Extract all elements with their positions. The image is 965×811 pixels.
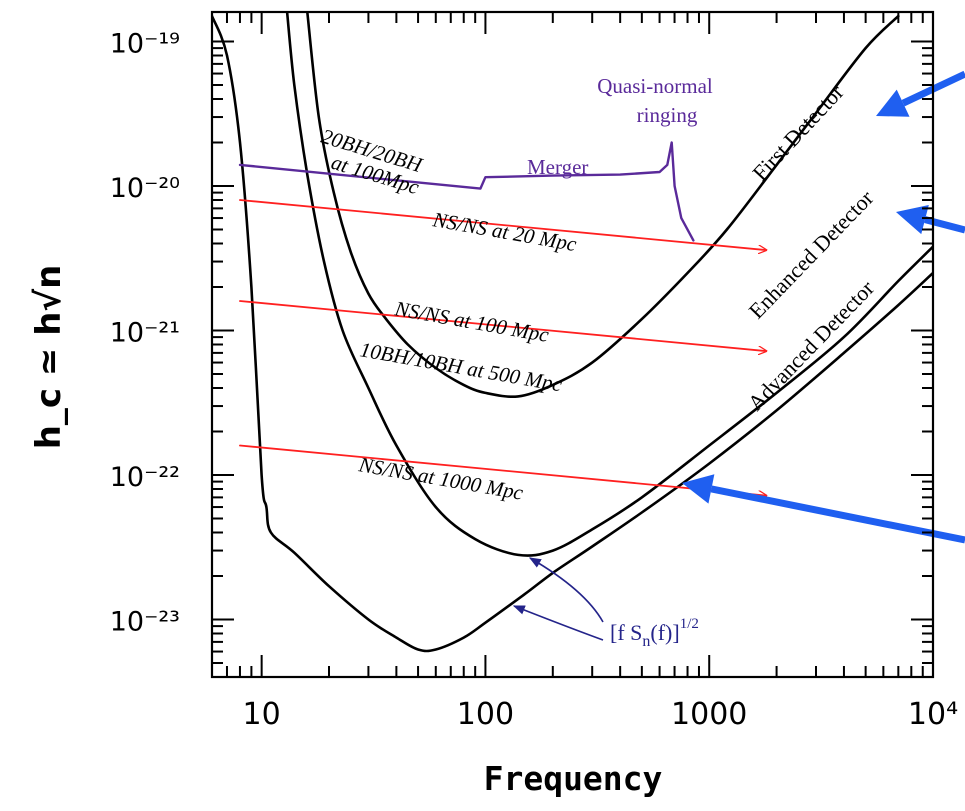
series-ns-ns-at-1000-mpc: [239, 444, 766, 496]
pointer-advanced-detector: [682, 474, 965, 544]
merger-label: Merger: [527, 155, 588, 179]
nsns-1000-label: NS/NS at 1000 Mpc: [356, 452, 526, 505]
y-tick-label: 10⁻²²: [110, 462, 180, 493]
formula-arrow-advanced: [512, 605, 604, 641]
sn-formula-sup: 1/2: [680, 616, 699, 632]
y-axis-label: h_c ≃ h√n: [29, 265, 69, 450]
sn-formula: [f Sn(f)]1/2: [610, 616, 699, 650]
pointer-enhanced-detector-head: [896, 205, 929, 235]
sn-formula-sub: n: [642, 633, 650, 650]
pointer-first-detector: [876, 70, 965, 117]
series-ns-ns-at-100-mpc: [239, 300, 766, 351]
axes: 10 100 1000 10⁴ 10⁻¹⁹ 10⁻²⁰ 10⁻²¹ 10⁻²² 10⁻²³: [110, 10, 958, 732]
x-tick-label: 1000: [671, 697, 747, 732]
pointer-enhanced-detector-shaft: [924, 216, 965, 234]
y-tick-label: 10⁻²¹: [110, 317, 180, 348]
pointer-advanced-detector-shaft: [710, 485, 965, 544]
formula-arrow-enhanced: [528, 557, 604, 623]
x-tick-label: 10⁴: [908, 697, 958, 732]
x-tick-label: 100: [457, 697, 514, 732]
bh10-label: 10BH/10BH at 500 Mpc: [358, 337, 564, 396]
annotation-arrows: [512, 70, 965, 641]
pointer-first-detector-head: [876, 89, 910, 117]
series-advanced-detector: [212, 14, 933, 653]
quasi-normal-label-line1: Quasi-normal: [597, 74, 713, 98]
first-detector-label: First Detector: [747, 79, 849, 185]
y-tick-label: 10⁻²⁰: [110, 173, 180, 204]
series-20bh-20bh-at-100mpc: [238, 141, 695, 242]
nsns-20-label: NS/NS at 20 Mpc: [430, 207, 579, 256]
pointer-enhanced-detector: [896, 205, 965, 235]
series-enhanced-detector: [285, 12, 933, 557]
y-tick-label: 10⁻¹⁹: [110, 28, 180, 59]
x-tick-label: 10: [243, 697, 281, 732]
y-tick-label: 10⁻²³: [110, 606, 180, 637]
series-first-detector: [306, 12, 900, 399]
sn-formula-mid: (f)]: [650, 620, 679, 645]
x-axis-label: Frequency: [484, 759, 663, 798]
series-layer: [212, 12, 933, 653]
quasi-normal-label-line2: ringing: [637, 103, 698, 127]
pointer-advanced-detector-head: [682, 474, 715, 504]
sn-formula-prefix: [f S: [610, 620, 642, 645]
series-ns-ns-at-20-mpc: [239, 199, 766, 250]
nsns-100-label: NS/NS at 100 Mpc: [392, 296, 551, 347]
